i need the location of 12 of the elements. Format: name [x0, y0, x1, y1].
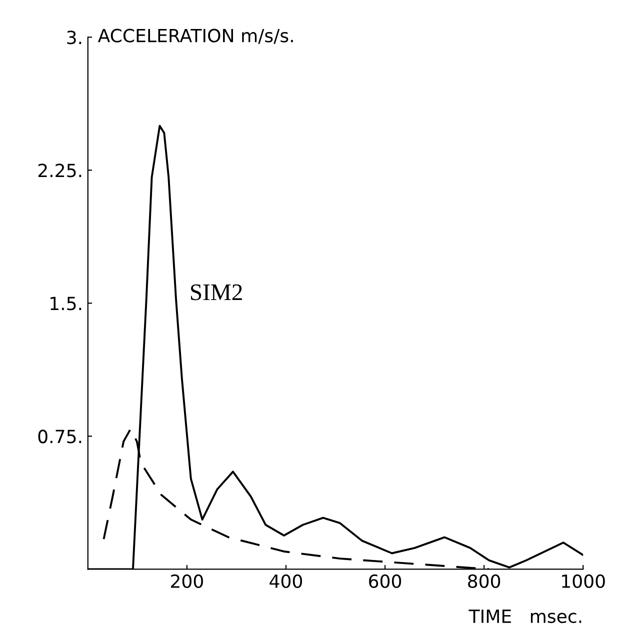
- y-axis-title: ACCELERATION m/s/s.: [98, 28, 293, 44]
- y-tick-label: 1.5.: [50, 296, 82, 310]
- y-tick-label: 0.75.: [38, 430, 82, 444]
- series-label: SIM2: [190, 284, 242, 300]
- x-tick-label: 200: [171, 574, 203, 588]
- y-tick-label: 2.25.: [38, 164, 82, 178]
- x-tick-label: 400: [270, 574, 302, 588]
- x-tick-label: 1000: [562, 574, 605, 588]
- y-tick-label: 3.: [67, 30, 82, 44]
- x-tick-label: 800: [468, 574, 500, 588]
- x-tick-label: 600: [369, 574, 402, 588]
- x-axis-title: TIME msec.: [468, 610, 582, 624]
